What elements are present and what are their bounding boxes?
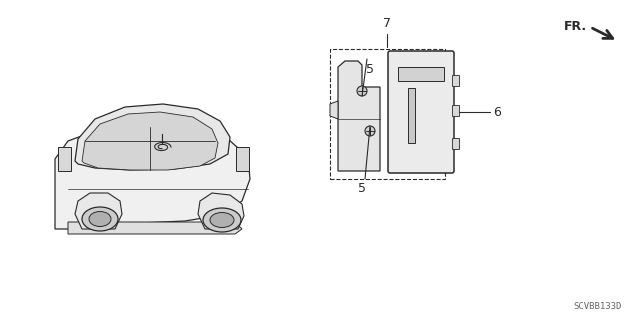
Bar bbox=[330, 49, 445, 179]
Polygon shape bbox=[198, 193, 244, 229]
Text: SCVBB133D: SCVBB133D bbox=[573, 302, 622, 311]
Ellipse shape bbox=[82, 207, 118, 231]
Bar bbox=[452, 105, 459, 116]
Bar bbox=[408, 88, 415, 143]
Text: 5: 5 bbox=[358, 182, 366, 195]
Text: 5: 5 bbox=[366, 63, 374, 76]
Bar bbox=[452, 75, 459, 86]
Polygon shape bbox=[55, 127, 250, 229]
Polygon shape bbox=[338, 61, 380, 171]
Ellipse shape bbox=[357, 86, 367, 96]
Text: 6: 6 bbox=[493, 106, 501, 118]
Bar bbox=[58, 147, 71, 171]
Ellipse shape bbox=[365, 126, 375, 136]
Text: FR.: FR. bbox=[564, 20, 587, 33]
Text: 7: 7 bbox=[383, 17, 391, 30]
Bar bbox=[236, 147, 249, 171]
Ellipse shape bbox=[203, 208, 241, 232]
Polygon shape bbox=[82, 112, 218, 170]
FancyBboxPatch shape bbox=[388, 51, 454, 173]
Polygon shape bbox=[75, 104, 230, 170]
Ellipse shape bbox=[89, 211, 111, 226]
Bar bbox=[398, 67, 444, 81]
Polygon shape bbox=[68, 222, 242, 234]
Polygon shape bbox=[75, 193, 122, 229]
Ellipse shape bbox=[210, 212, 234, 227]
Bar bbox=[452, 138, 459, 149]
Polygon shape bbox=[330, 101, 338, 119]
